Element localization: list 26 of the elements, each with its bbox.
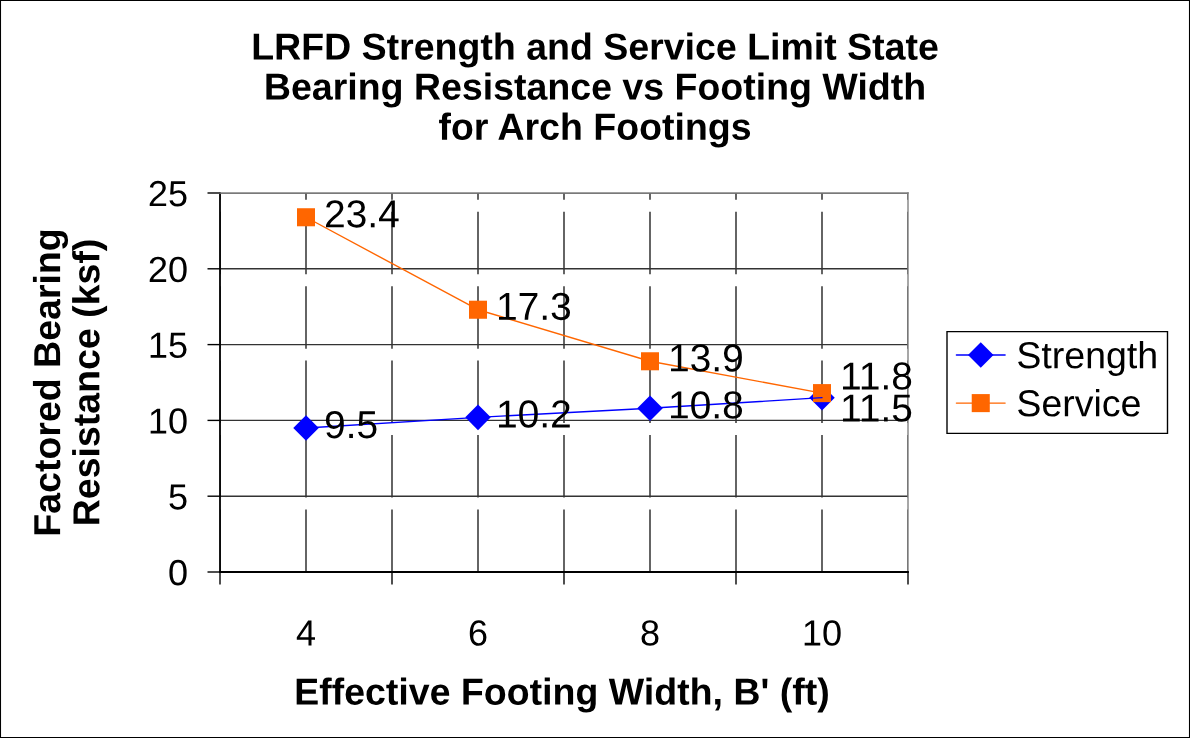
x-tick-label: 8 xyxy=(641,620,659,646)
y-tick-label: 0 xyxy=(169,559,187,586)
x-tick-label: 6 xyxy=(469,620,487,646)
y-tick-label: 10 xyxy=(150,408,187,434)
point xyxy=(468,300,488,319)
data-label: 11.5 xyxy=(843,394,912,422)
point xyxy=(640,352,660,371)
legend-label: Service xyxy=(1018,389,1140,417)
x-tick-label: 4 xyxy=(296,620,315,646)
y-tick-label: 5 xyxy=(169,484,187,510)
x-tick-label: 10 xyxy=(804,620,841,646)
point xyxy=(296,208,316,227)
point xyxy=(812,384,832,403)
data-label: 11.8 xyxy=(843,362,912,390)
data-label: 23.4 xyxy=(326,200,399,228)
y-tick-label: 20 xyxy=(149,256,187,283)
point xyxy=(465,404,491,431)
y-axis-title: Factored Bearing Resistance (ksf) xyxy=(32,230,108,535)
y-tick-label: 25 xyxy=(149,180,187,207)
data-label: 13.9 xyxy=(671,344,742,372)
y-tick-label: 15 xyxy=(150,332,187,359)
point xyxy=(637,395,663,422)
legend-label: Strength xyxy=(1018,340,1156,376)
x-axis-title: Effective Footing Width, B' (ft) xyxy=(296,677,828,713)
chart-title: LRFD Strength and Service Limit State Bearing Resistance vs Footing Width for Arch Footings xyxy=(253,32,938,148)
point xyxy=(293,415,319,441)
